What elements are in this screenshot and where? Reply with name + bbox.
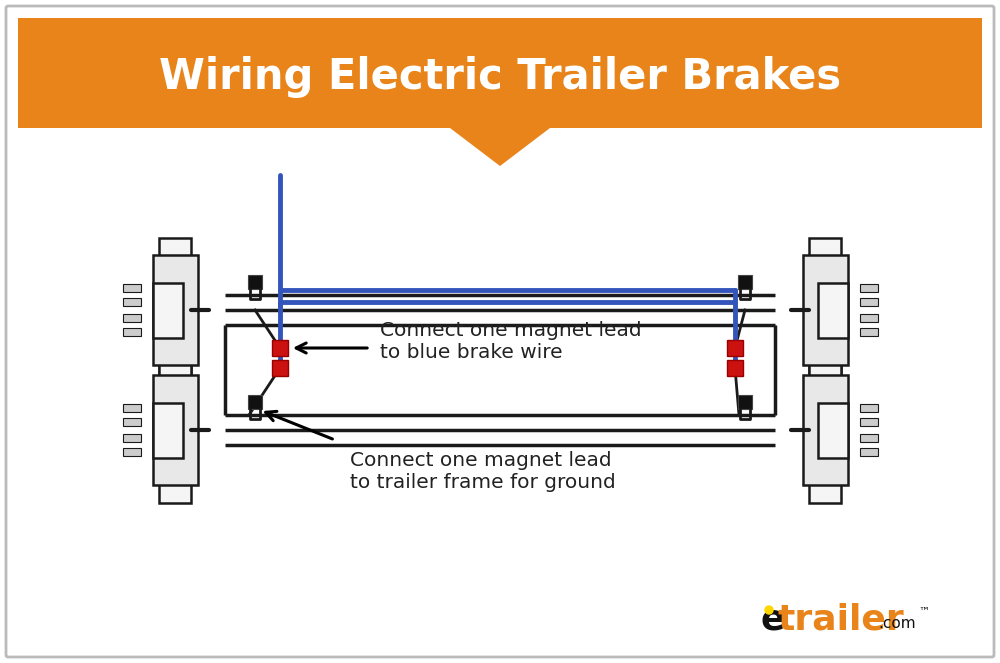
Bar <box>248 275 262 289</box>
Bar <box>122 448 140 456</box>
Bar <box>159 237 191 383</box>
Text: Wiring Electric Trailer Brakes: Wiring Electric Trailer Brakes <box>159 56 841 98</box>
Bar <box>122 404 140 412</box>
Bar <box>122 298 140 306</box>
Bar <box>860 284 878 292</box>
Bar <box>860 314 878 322</box>
Circle shape <box>765 606 773 614</box>
Bar <box>152 375 198 485</box>
Bar <box>738 275 752 289</box>
Bar <box>152 282 182 337</box>
Bar <box>122 328 140 336</box>
Bar <box>152 255 198 365</box>
Bar <box>860 298 878 306</box>
Text: Connect one magnet lead: Connect one magnet lead <box>350 450 612 469</box>
Text: Connect one magnet lead: Connect one magnet lead <box>380 320 642 339</box>
Text: to blue brake wire: to blue brake wire <box>380 343 563 361</box>
Polygon shape <box>450 128 550 166</box>
Bar <box>860 434 878 442</box>
Bar <box>802 255 848 365</box>
Text: .com: .com <box>878 617 916 631</box>
Bar <box>122 284 140 292</box>
Bar <box>818 282 848 337</box>
Bar <box>860 404 878 412</box>
Bar <box>272 360 288 376</box>
Text: trailer: trailer <box>778 603 905 637</box>
Bar <box>860 328 878 336</box>
Text: to trailer frame for ground: to trailer frame for ground <box>350 473 616 491</box>
Text: ™: ™ <box>918 607 929 617</box>
Bar <box>159 357 191 503</box>
Bar <box>272 340 288 356</box>
Bar <box>122 314 140 322</box>
Bar <box>818 402 848 457</box>
Bar <box>738 395 752 409</box>
Bar <box>152 402 182 457</box>
Bar <box>248 395 262 409</box>
Bar <box>809 357 841 503</box>
FancyBboxPatch shape <box>18 18 982 128</box>
Bar <box>860 448 878 456</box>
Bar <box>802 375 848 485</box>
Bar <box>860 418 878 426</box>
Bar <box>122 418 140 426</box>
Text: e: e <box>760 603 784 637</box>
Bar <box>727 360 743 376</box>
Bar <box>727 340 743 356</box>
Bar <box>809 237 841 383</box>
FancyBboxPatch shape <box>6 6 994 657</box>
Bar <box>122 434 140 442</box>
